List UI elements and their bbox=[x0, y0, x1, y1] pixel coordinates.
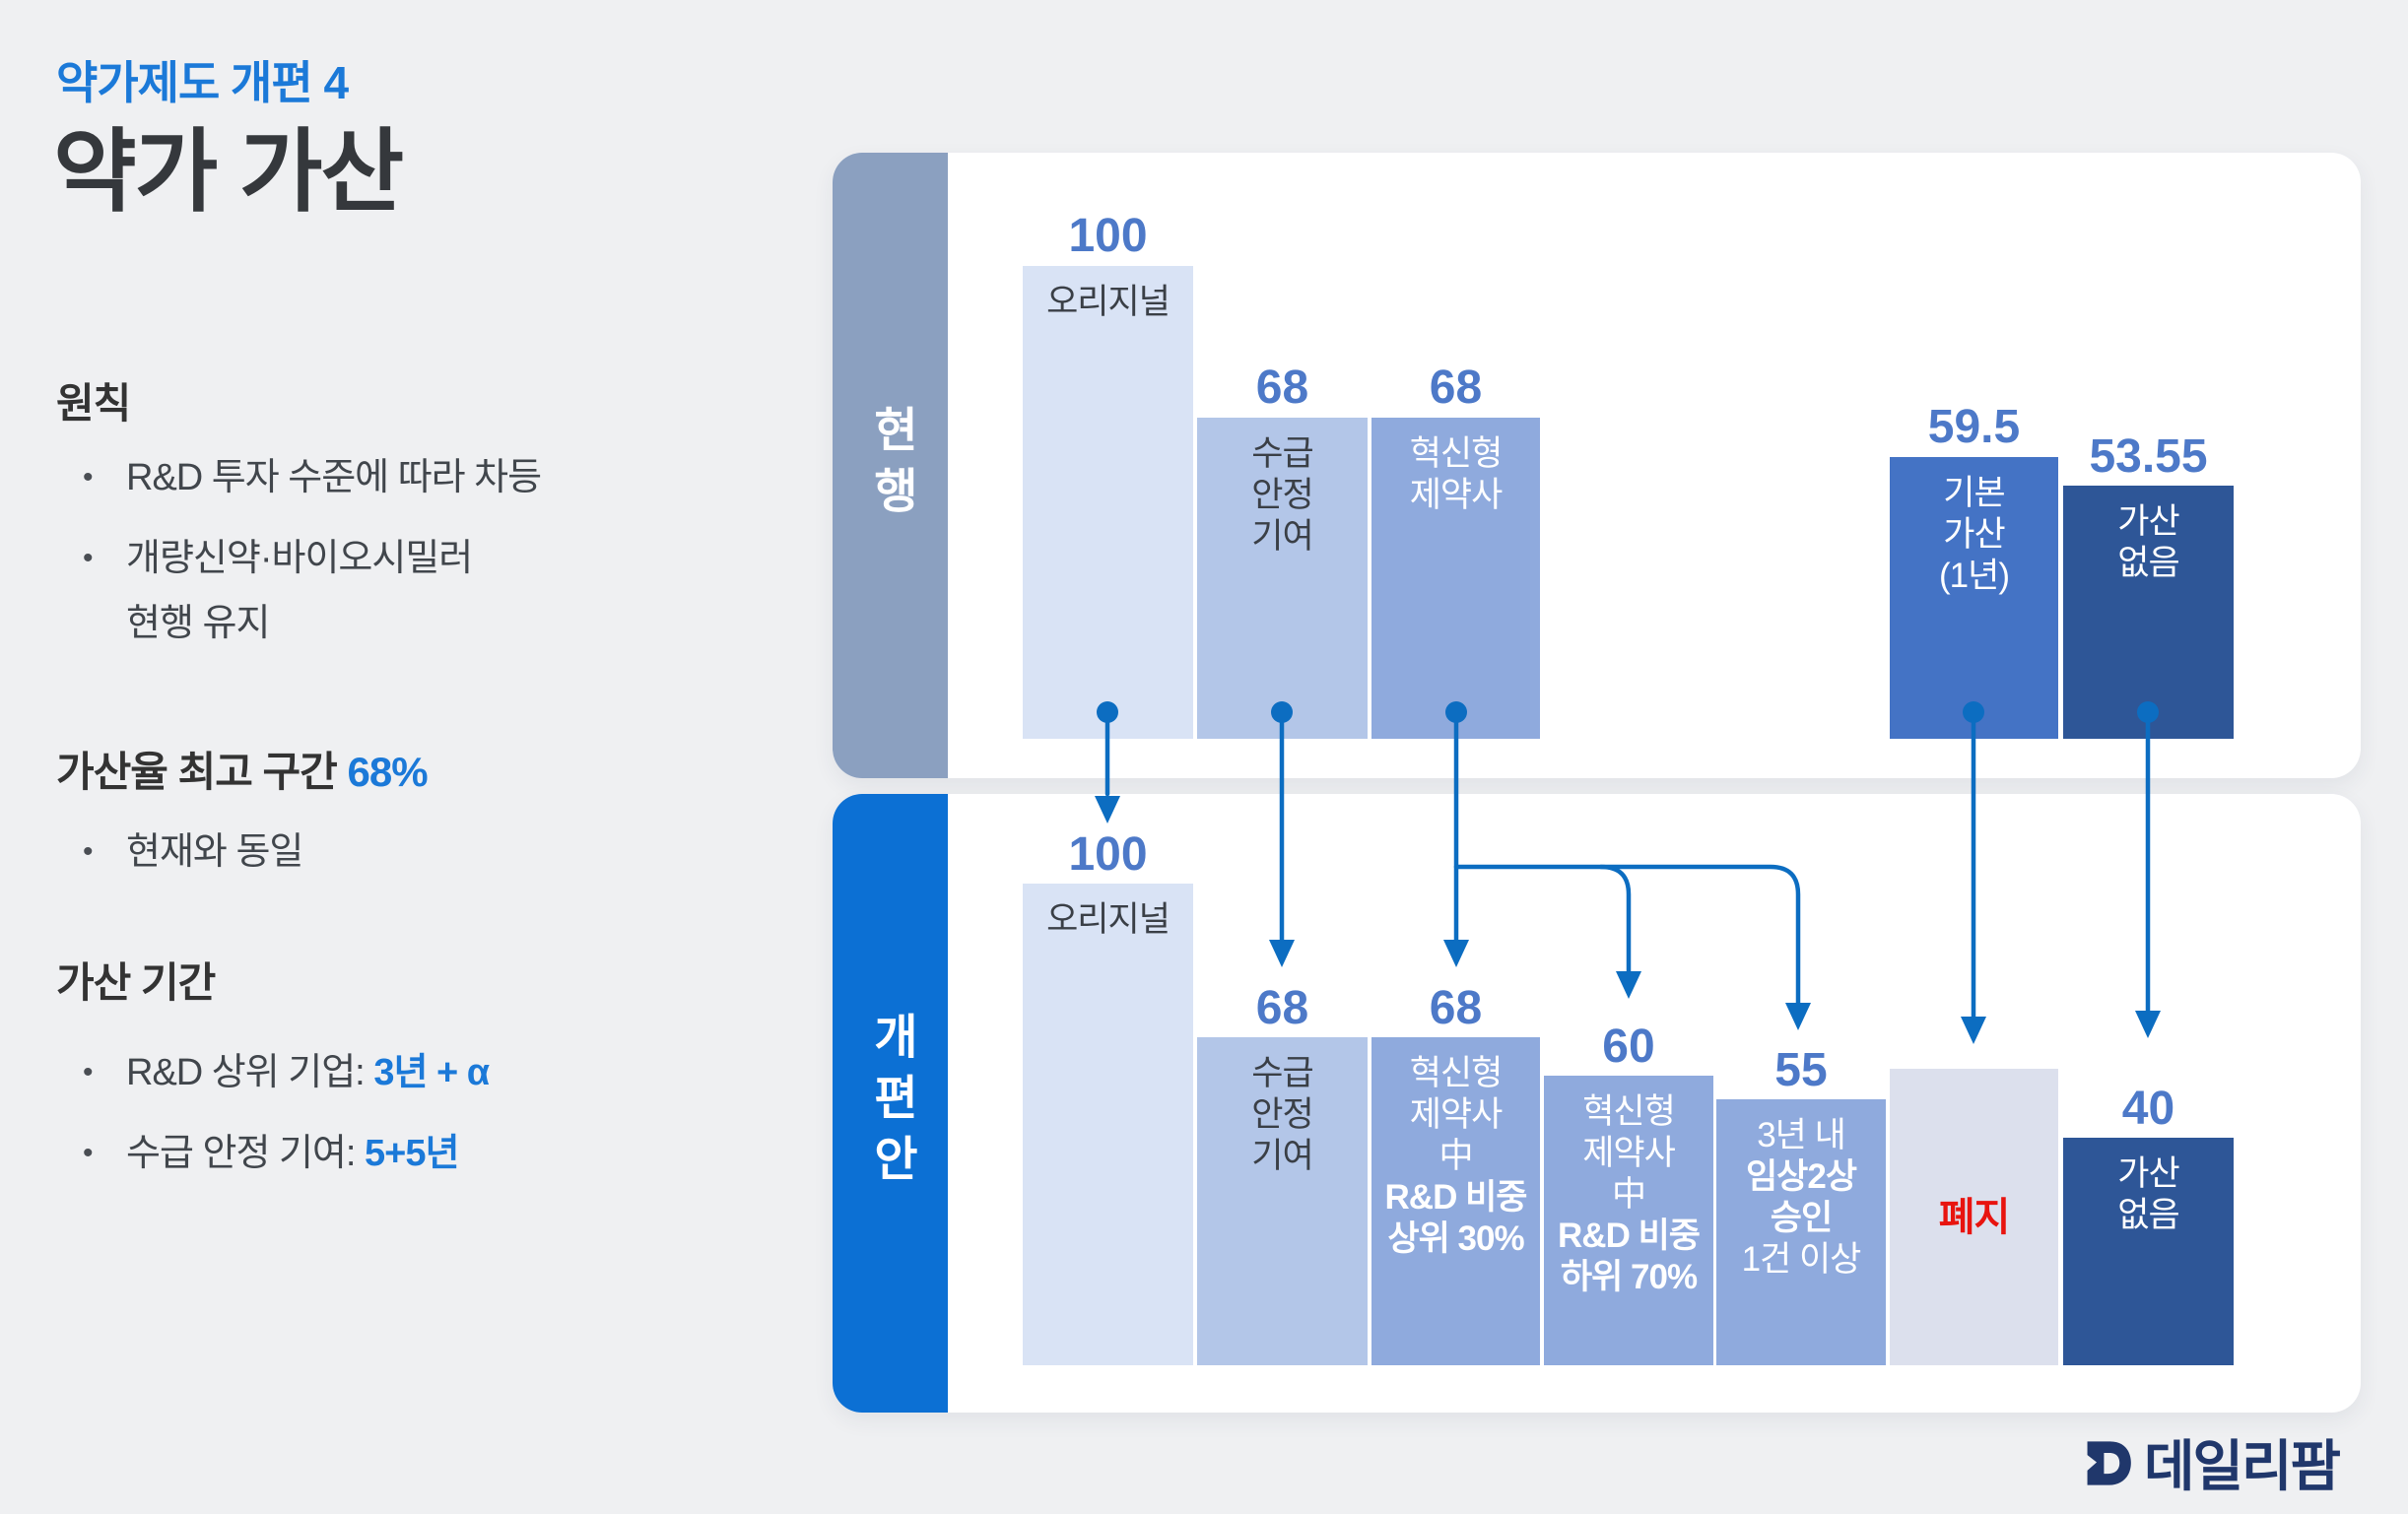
bar-label: 기여 bbox=[1251, 1137, 1313, 1175]
bar-label: 기여 bbox=[1251, 517, 1313, 556]
bar-reform-innovative-bottom70: 혁신형 제약사 中 R&D 비중 하위 70% bbox=[1544, 1076, 1713, 1365]
bar-label: 1건 이상 bbox=[1741, 1240, 1862, 1279]
bar-reform-abolished: 폐지 bbox=[1890, 1069, 2058, 1365]
bar-label: R&D 비중 bbox=[1558, 1217, 1701, 1255]
bar-label: 가산 bbox=[2117, 502, 2179, 541]
bullet-dot-icon: • bbox=[83, 461, 94, 494]
bullet-text: 개량신약·바이오시밀러 현행 유지 bbox=[126, 538, 473, 644]
max-rate-heading: 가산율 최고 구간 68% bbox=[56, 739, 429, 799]
list-item: • 개량신약·바이오시밀러 현행 유지 bbox=[77, 526, 569, 656]
bar-label: 혁신형 bbox=[1409, 1054, 1504, 1092]
bar-label: R&D 비중 bbox=[1384, 1178, 1528, 1217]
bullet-dot-icon: • bbox=[83, 1056, 94, 1088]
bar-value: 55 bbox=[1774, 1044, 1828, 1096]
period-list: • R&D 상위 기업: 3년 + α • 수급 안정 기여: 5+5년 bbox=[77, 1040, 569, 1202]
bar-label: 상위 30% bbox=[1387, 1219, 1524, 1258]
max-rate-list: • 현재와 동일 bbox=[77, 820, 569, 900]
bullet-text: R&D 투자 수준에 따라 차등 bbox=[126, 457, 542, 498]
bar-label: 승인 bbox=[1770, 1199, 1833, 1237]
bar-label: 제약사 bbox=[1409, 476, 1504, 514]
bar-label: 혁신형 bbox=[1409, 434, 1504, 473]
bar-value: 40 bbox=[2121, 1083, 2175, 1135]
dailypharm-logo-text: 데일리팜 bbox=[2144, 1435, 2341, 1497]
bar-value: 100 bbox=[1068, 828, 1148, 881]
period-heading: 가산 기간 bbox=[56, 959, 216, 1006]
bar-value: 59.5 bbox=[1927, 401, 2021, 453]
list-item: • R&D 상위 기업: 3년 + α bbox=[77, 1040, 569, 1105]
page-kicker: 약가제도 개편 4 bbox=[56, 57, 349, 108]
dailypharm-logo: 데일리팜 bbox=[2077, 1422, 2341, 1502]
tab-current: 현행 bbox=[833, 153, 948, 778]
bar-label: (1년) bbox=[1939, 557, 2010, 595]
bar-reform-phase2-approval: 3년 내 임상2상 승인 1건 이상 bbox=[1716, 1099, 1886, 1365]
bullet-dot-icon: • bbox=[83, 542, 94, 574]
bar-label: 혁신형 bbox=[1582, 1092, 1676, 1131]
bar-value: 68 bbox=[1429, 982, 1483, 1034]
bullet-text: 현재와 동일 bbox=[126, 831, 303, 873]
bar-current-supply-stability: 수급 안정 기여 bbox=[1197, 418, 1368, 739]
bar-current-innovative-pharma: 혁신형 제약사 bbox=[1371, 418, 1540, 739]
list-item: • 현재와 동일 bbox=[77, 820, 569, 885]
bar-reform-original: 오리지널 bbox=[1023, 884, 1193, 1365]
abolished-label: 폐지 bbox=[1938, 1195, 2011, 1239]
bullet-highlight: 5+5년 bbox=[365, 1133, 459, 1174]
bar-label: 가산 bbox=[2117, 1154, 2179, 1193]
dailypharm-logo-icon bbox=[2087, 1440, 2131, 1485]
bar-value: 68 bbox=[1429, 362, 1483, 414]
bar-label: 없음 bbox=[2117, 544, 2179, 582]
bar-label: 안정 bbox=[1251, 476, 1313, 514]
bullet-highlight: 3년 + α bbox=[373, 1052, 490, 1093]
max-rate-heading-value: 68% bbox=[347, 749, 429, 795]
bar-label: 수급 bbox=[1251, 434, 1313, 473]
bar-reform-no-premium: 가산 없음 bbox=[2063, 1138, 2234, 1365]
bar-reform-supply-stability: 수급 안정 기여 bbox=[1197, 1037, 1368, 1365]
bar-label: 오리지널 bbox=[1046, 283, 1171, 321]
bar-label: 안정 bbox=[1251, 1095, 1313, 1134]
bullet-dot-icon: • bbox=[83, 1137, 94, 1169]
principles-list: • R&D 투자 수준에 따라 차등 • 개량신약·바이오시밀러 현행 유지 bbox=[77, 445, 569, 672]
bullet-text: 수급 안정 기여: 5+5년 bbox=[126, 1121, 459, 1186]
bar-label: 기본 bbox=[1943, 474, 2005, 512]
bar-label: 3년 내 bbox=[1757, 1116, 1846, 1154]
bar-label: 오리지널 bbox=[1046, 900, 1171, 939]
tab-reform: 개편안 bbox=[833, 794, 948, 1413]
bullet-text: R&D 상위 기업: 3년 + α bbox=[126, 1040, 490, 1105]
bar-label: 임상2상 bbox=[1745, 1157, 1857, 1196]
page-title: 약가 가산 bbox=[53, 122, 404, 223]
bar-value: 68 bbox=[1255, 982, 1309, 1034]
tab-current-label: 현행 bbox=[864, 404, 917, 527]
bullet-prefix: R&D 상위 기업: bbox=[126, 1052, 374, 1093]
bar-label: 제약사 bbox=[1409, 1095, 1504, 1134]
principles-heading: 원칙 bbox=[56, 380, 131, 427]
bar-current-basic-premium: 기본 가산 (1년) bbox=[1890, 457, 2058, 739]
bar-value: 53.55 bbox=[2089, 430, 2208, 483]
max-rate-heading-text: 가산율 최고 구간 bbox=[56, 749, 348, 795]
bar-label: 가산 bbox=[1943, 515, 2005, 554]
bar-label: 中 bbox=[1611, 1175, 1646, 1214]
bar-value: 100 bbox=[1068, 210, 1148, 262]
bar-label: 제약사 bbox=[1582, 1134, 1676, 1172]
list-item: • 수급 안정 기여: 5+5년 bbox=[77, 1121, 569, 1186]
bar-current-no-premium: 가산 없음 bbox=[2063, 486, 2234, 739]
bar-label: 하위 70% bbox=[1560, 1258, 1698, 1296]
tab-reform-label: 개편안 bbox=[864, 1012, 917, 1195]
list-item: • R&D 투자 수준에 따라 차등 bbox=[77, 445, 569, 510]
bar-reform-innovative-top30: 혁신형 제약사 中 R&D 비중 상위 30% bbox=[1371, 1037, 1540, 1365]
bullet-dot-icon: • bbox=[83, 835, 94, 868]
bar-value: 60 bbox=[1602, 1020, 1655, 1073]
bar-label: 수급 bbox=[1251, 1054, 1313, 1092]
bullet-prefix: 수급 안정 기여: bbox=[126, 1133, 365, 1174]
bar-label: 없음 bbox=[2117, 1196, 2179, 1234]
bar-current-original: 오리지널 bbox=[1023, 266, 1193, 739]
bar-value: 68 bbox=[1255, 362, 1309, 414]
bar-label: 中 bbox=[1438, 1137, 1473, 1175]
